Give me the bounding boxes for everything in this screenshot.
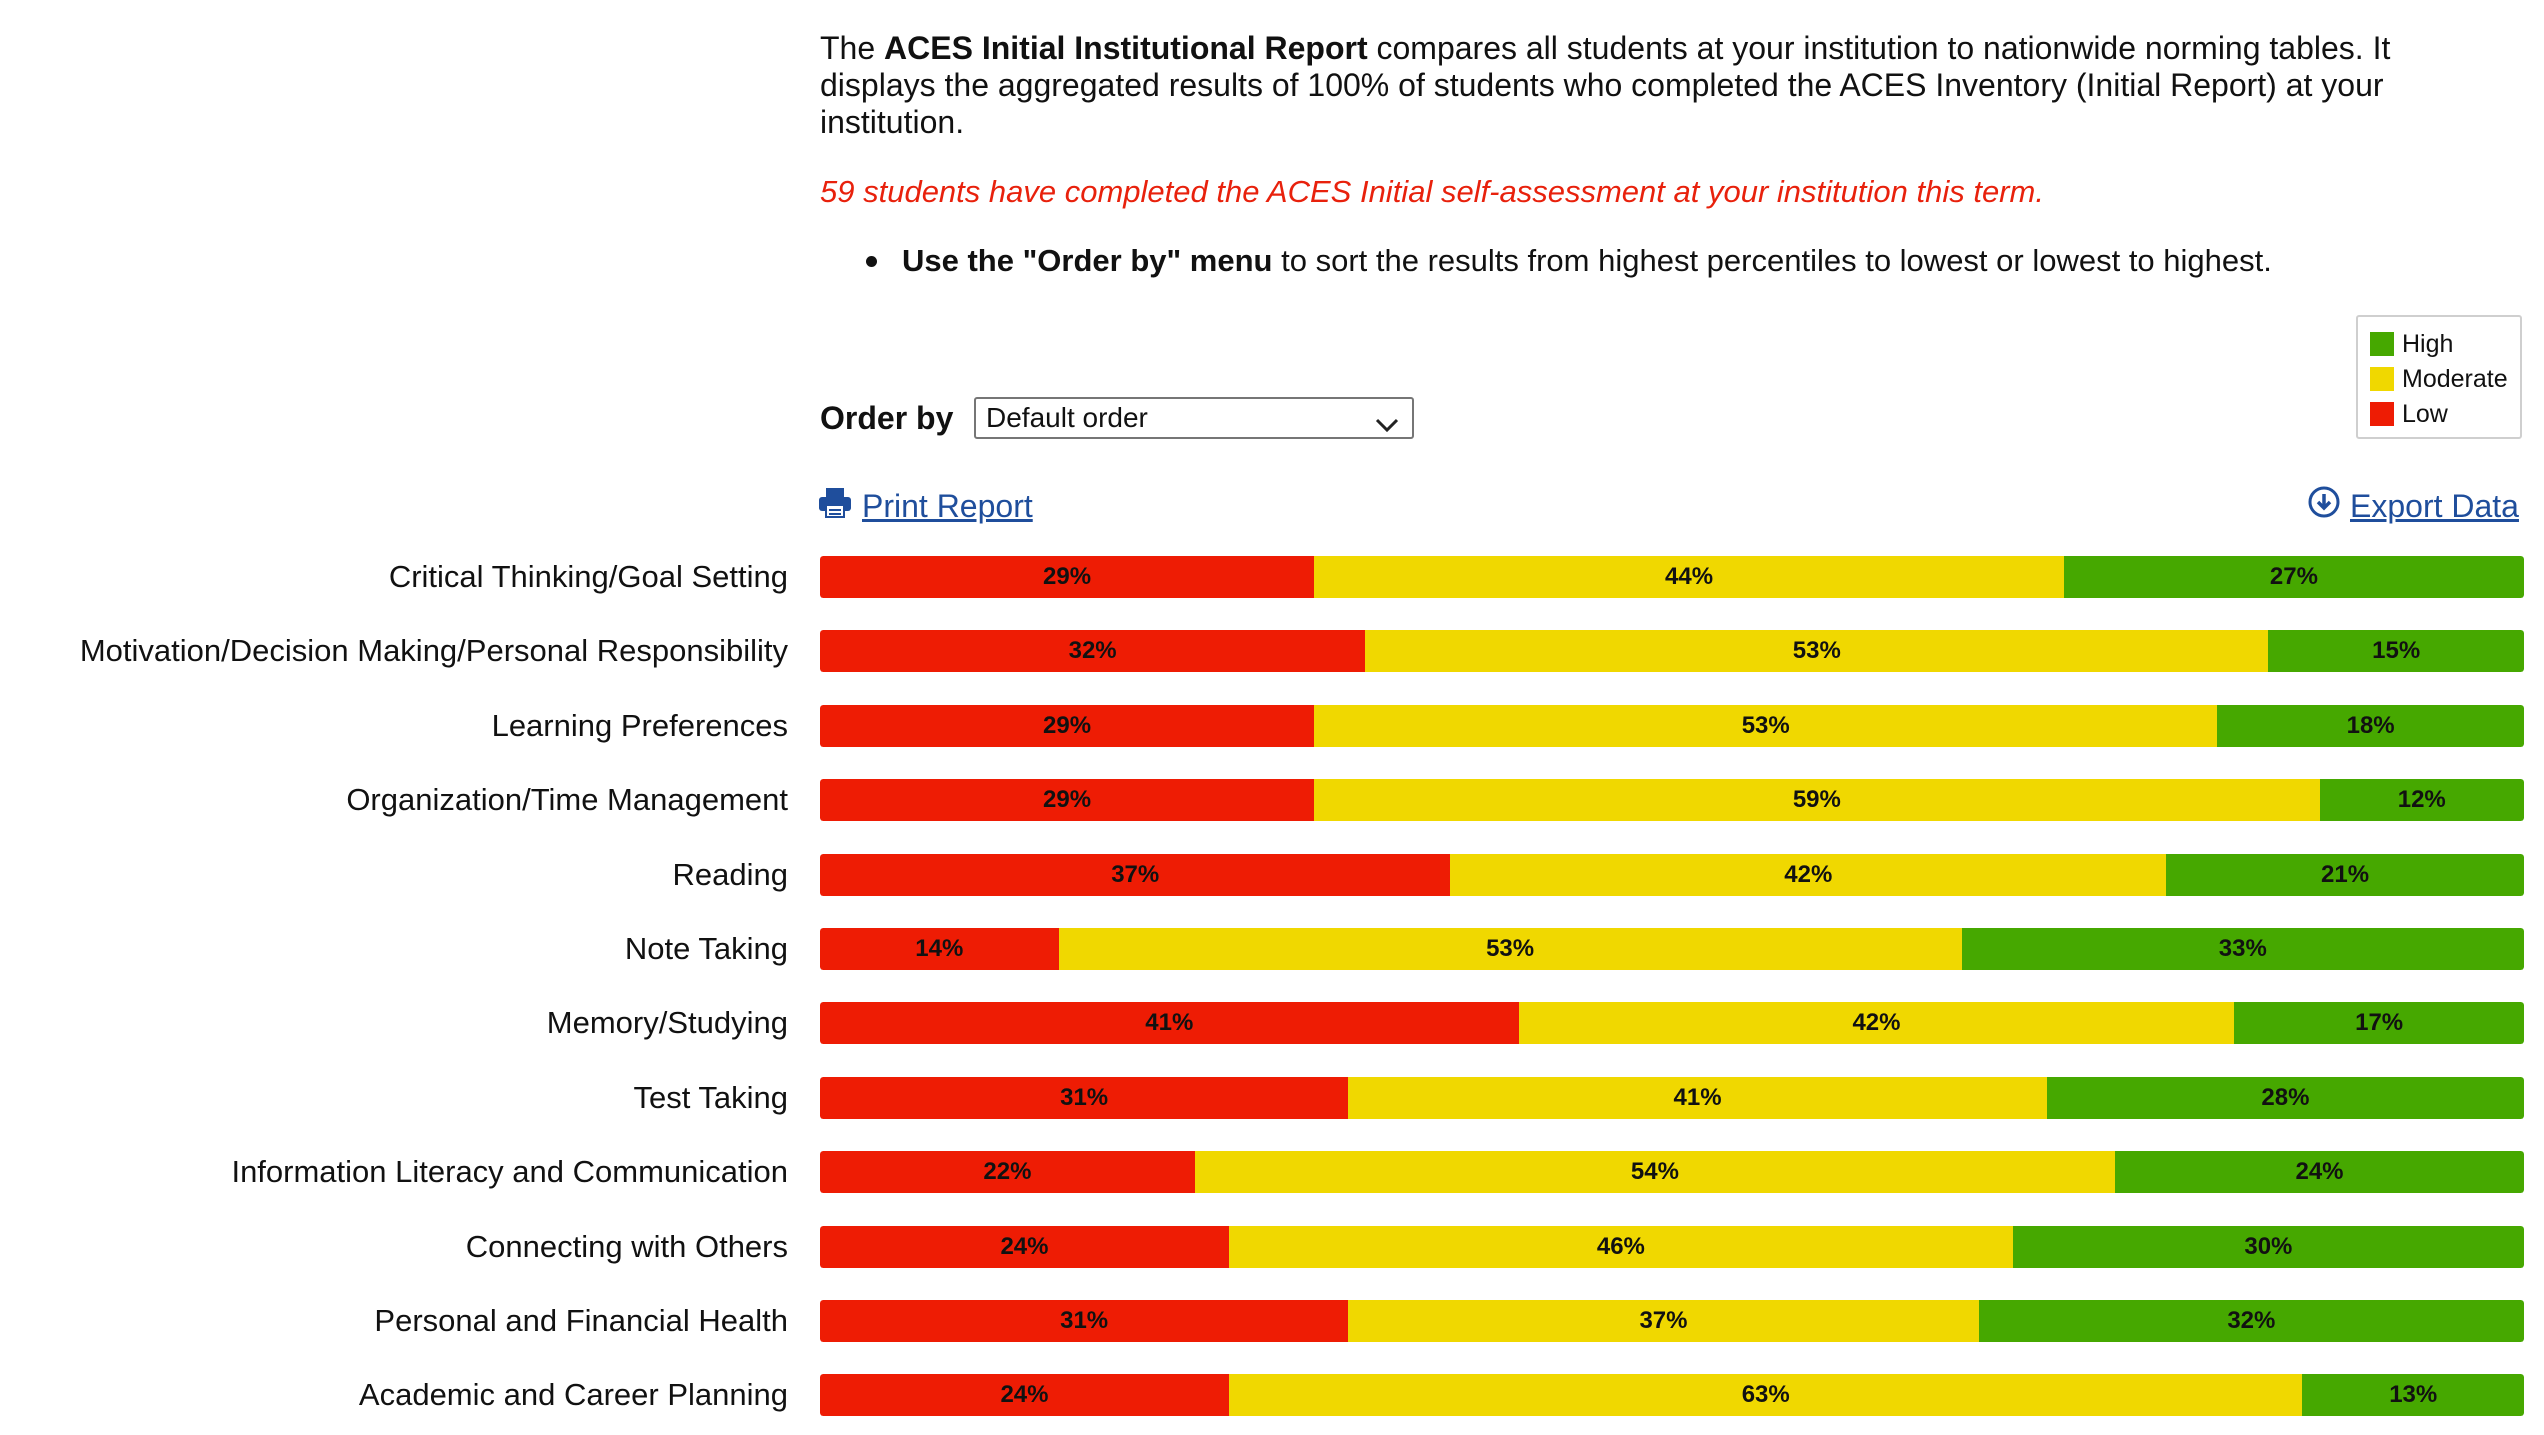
bar-segment-high: 18% (2217, 704, 2524, 747)
stacked-bar: 31% 41% 28% (820, 1076, 2524, 1119)
order-by-selected: Default order (986, 402, 1148, 433)
instruction-rest: to sort the results from highest percent… (1272, 243, 2272, 278)
category-label: Connecting with Others (465, 1228, 788, 1264)
bar-segment-low: 32% (820, 630, 1366, 673)
order-by-label: Order by (820, 400, 954, 436)
print-report-label: Print Report (862, 487, 1033, 524)
bar-segment-low: 24% (820, 1225, 1229, 1268)
bar-segment-low: 31% (820, 1076, 1349, 1119)
category-label: Note Taking (624, 931, 788, 966)
intro-post: compares all students at your institutio… (820, 30, 2391, 140)
stacked-bar: 31% 37% 32% (820, 1300, 2524, 1342)
intro-report-name: ACES Initial Institutional Report (884, 30, 1368, 66)
chevron-down-icon (1374, 409, 1400, 441)
category-label: Memory/Studying (546, 1005, 788, 1041)
legend-swatch-moderate (2370, 367, 2394, 391)
legend-label-low: Low (2402, 399, 2448, 428)
bar-segment-low: 31% (820, 1300, 1349, 1342)
bar-segment-moderate: 53% (1058, 928, 1962, 970)
bar-segment-high: 30% (2012, 1225, 2524, 1268)
category-label: Learning Preferences (491, 707, 788, 743)
bar-segment-high: 28% (2046, 1076, 2524, 1119)
bar-segment-high: 13% (2302, 1374, 2524, 1417)
bar-segment-moderate: 59% (1314, 779, 2320, 822)
order-by-select[interactable]: Default order (974, 397, 1414, 439)
category-label: Information Literacy and Communication (231, 1154, 788, 1190)
stacked-bar: 22% 54% 24% (820, 1151, 2524, 1194)
stacked-bar: 32% 53% 15% (820, 630, 2524, 673)
report-intro: The ACES Initial Institutional Report co… (820, 30, 2440, 141)
stacked-bar: 24% 63% 13% (820, 1374, 2524, 1417)
category-label: Critical Thinking/Goal Setting (388, 559, 788, 594)
stacked-bar: 14% 53% 33% (820, 928, 2524, 970)
export-data-label: Export Data (2350, 487, 2519, 524)
bar-segment-low: 24% (820, 1374, 1229, 1417)
category-label: Personal and Financial Health (374, 1303, 788, 1338)
bar-segment-moderate: 42% (1518, 1002, 2235, 1045)
bar-segment-high: 21% (2166, 853, 2524, 896)
legend-swatch-low (2370, 402, 2394, 426)
bar-segment-low: 14% (820, 928, 1059, 970)
legend-item-low: Low (2370, 400, 2448, 428)
bar-segment-moderate: 42% (1450, 853, 2167, 896)
bar-segment-moderate: 53% (1314, 704, 2218, 747)
legend-item-moderate: Moderate (2370, 365, 2508, 393)
stacked-bar: 41% 42% 17% (820, 1002, 2524, 1045)
completion-notice: 59 students have completed the ACES Init… (820, 174, 2044, 209)
legend-swatch-high (2370, 332, 2394, 356)
printer-icon (818, 486, 852, 526)
bar-segment-high: 33% (1961, 928, 2524, 970)
bar-segment-moderate: 53% (1365, 630, 2269, 673)
bar-segment-high: 12% (2319, 779, 2524, 822)
bullet-dot-icon (866, 256, 877, 267)
export-data-link[interactable]: Export Data (2308, 486, 2519, 526)
bar-segment-moderate: 44% (1314, 556, 2064, 598)
instruction-bold: Use the "Order by" menu (902, 243, 1273, 278)
bar-segment-low: 29% (820, 704, 1315, 747)
legend-label-moderate: Moderate (2402, 364, 2508, 393)
legend-item-high: High (2370, 330, 2453, 358)
bar-segment-low: 29% (820, 779, 1315, 822)
stacked-bar: 24% 46% 30% (820, 1225, 2524, 1268)
bar-segment-moderate: 54% (1194, 1151, 2116, 1194)
instruction-bullet: Use the "Order by" menu to sort the resu… (866, 243, 2272, 279)
bar-segment-low: 41% (820, 1002, 1519, 1045)
category-label: Motivation/Decision Making/Personal Resp… (79, 633, 788, 669)
bar-segment-low: 29% (820, 556, 1315, 598)
bar-segment-moderate: 41% (1348, 1076, 2047, 1119)
bar-segment-low: 22% (820, 1151, 1195, 1194)
legend-label-high: High (2402, 329, 2454, 358)
chart-legend: High Moderate Low (2356, 315, 2522, 439)
category-label: Test Taking (633, 1079, 788, 1115)
download-circle-icon (2308, 486, 2340, 526)
bar-segment-high: 24% (2115, 1151, 2524, 1194)
bar-segment-moderate: 63% (1228, 1374, 2303, 1417)
bar-segment-high: 17% (2234, 1002, 2524, 1045)
bar-segment-high: 27% (2063, 556, 2524, 598)
category-label: Academic and Career Planning (358, 1377, 788, 1413)
stacked-bar: 37% 42% 21% (820, 853, 2524, 896)
bar-segment-low: 37% (820, 853, 1451, 896)
print-report-link[interactable]: Print Report (818, 486, 1033, 526)
bar-segment-high: 32% (1978, 1300, 2524, 1342)
bar-segment-moderate: 46% (1228, 1225, 2013, 1268)
bar-segment-high: 15% (2268, 630, 2524, 673)
intro-pre: The (820, 30, 885, 66)
category-label: Organization/Time Management (346, 782, 788, 818)
bar-segment-moderate: 37% (1348, 1300, 1979, 1342)
stacked-bar: 29% 59% 12% (820, 779, 2524, 822)
stacked-bar: 29% 53% 18% (820, 704, 2524, 747)
category-label: Reading (672, 856, 788, 892)
stacked-bar: 29% 44% 27% (820, 556, 2524, 598)
